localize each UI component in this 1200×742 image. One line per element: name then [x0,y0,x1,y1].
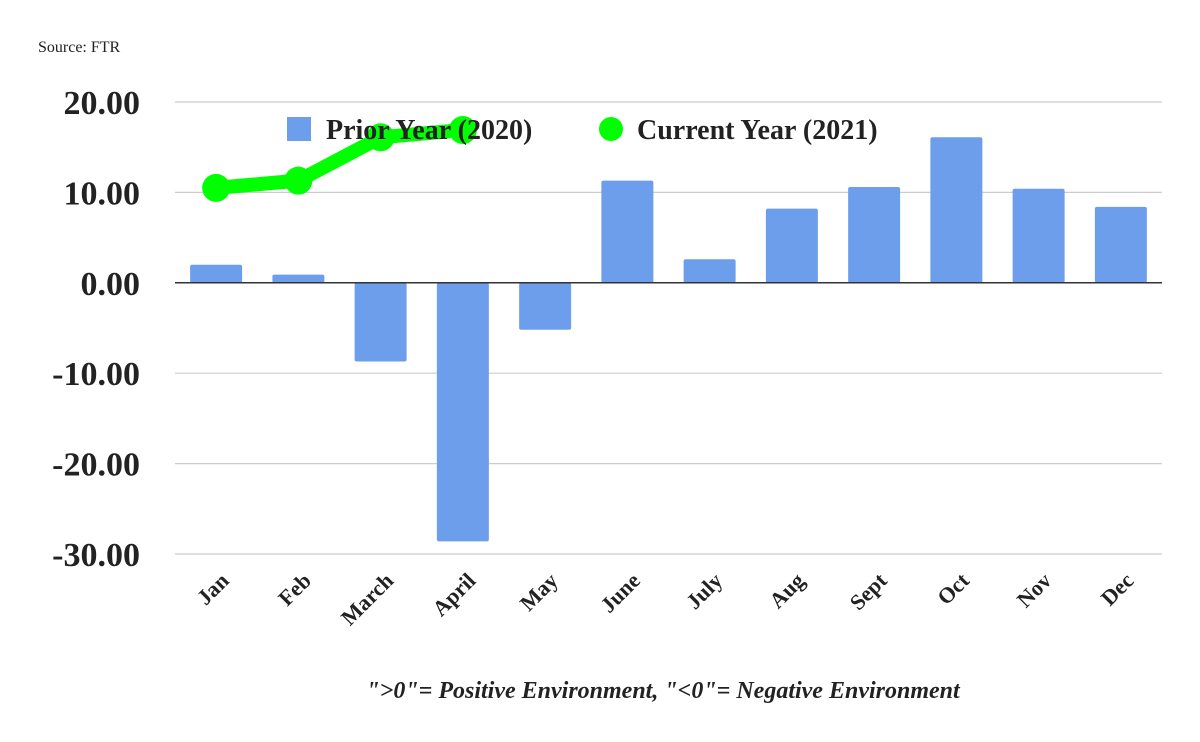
bar [1094,206,1147,283]
legend-label-current-year: Current Year (2021) [637,115,878,146]
series-line [209,123,470,195]
x-tick-label: Feb [273,568,316,611]
bar [272,274,325,283]
x-tick-label: Oct [932,567,974,609]
y-tick-label: 10.00 [64,175,141,212]
bar [683,259,736,283]
bar [601,180,654,283]
bar-series-prior-year [190,137,1147,542]
y-tick-label: -10.00 [52,356,140,393]
x-tick-label: June [595,568,645,618]
y-tick-label: 20.00 [64,85,141,122]
line-point [448,116,477,145]
source-label: Source: FTR [38,39,121,56]
bar [519,282,572,330]
x-tick-label: Aug [764,568,809,613]
bar [1012,188,1065,283]
bar [190,264,243,283]
y-tick-label: 0.00 [81,266,141,303]
x-tick-label: Dec [1096,568,1139,611]
legend-label-prior-year: Prior Year (2020) [326,115,532,146]
legend-swatch-prior-year [287,117,311,141]
gridlines [175,101,1162,555]
x-axis-ticks: Jan Feb March April May June July Aug Sept Oct Nov… [192,567,1139,630]
legend-swatch-current-year [599,117,623,141]
y-tick-label: -30.00 [52,537,140,574]
x-tick-label: May [515,568,563,616]
legend: Prior Year (2020) Current Year (2021) [287,115,878,146]
bar [765,208,818,283]
x-tick-label: Sept [845,567,893,615]
bar [354,282,407,362]
line-series-current-year [202,116,477,202]
line-point [284,166,313,195]
line-point [366,123,395,152]
x-tick-label: Nov [1012,568,1056,612]
bar [848,186,901,283]
x-tick-label: Jan [192,568,234,610]
bar [436,282,489,542]
y-axis-ticks: 20.00 10.00 0.00 -10.00 -20.00 -30.00 [52,85,140,574]
x-tick-label: March [336,568,398,630]
x-tick-label: July [681,568,727,614]
line-point [202,173,231,202]
footnote: ">0"= Positive Environment, "<0"= Negati… [366,678,961,704]
x-tick-label: April [427,568,480,621]
y-tick-label: -20.00 [52,447,140,484]
bar [930,137,983,283]
